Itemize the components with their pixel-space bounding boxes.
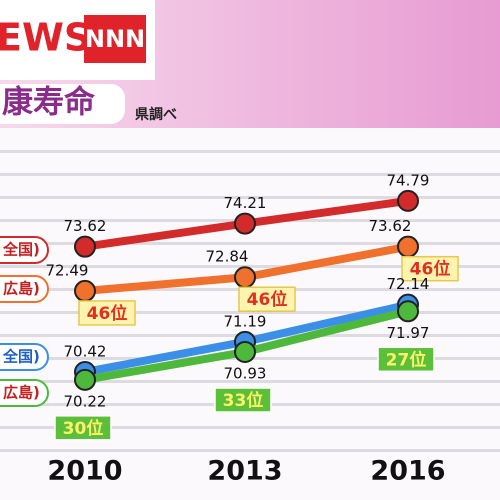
title-box [0, 84, 125, 124]
rank-label: 33位 [223, 390, 264, 411]
point [74, 235, 96, 258]
x-tick-label: 2010 [47, 456, 122, 487]
stripe [0, 242, 500, 245]
logo-mark: NNN [85, 25, 145, 53]
value-label: 70.42 [64, 342, 107, 360]
stripe [0, 380, 500, 383]
point [397, 189, 419, 212]
legend-box [0, 379, 49, 407]
stripe [0, 150, 500, 153]
rank-box [54, 415, 112, 441]
stripe [0, 311, 500, 314]
value-label: 72.14 [387, 275, 430, 293]
legend-label: 広島) [3, 280, 40, 298]
value-label: 70.22 [64, 392, 107, 410]
legend-label: 全国) [2, 348, 40, 366]
rank-label: 46位 [247, 289, 288, 310]
x-tick-label: 2016 [370, 456, 445, 487]
rank-box [78, 300, 136, 326]
stripe [0, 196, 500, 199]
value-label: 73.62 [64, 217, 107, 235]
rank-label: 30位 [63, 418, 104, 439]
brand: EWS [0, 16, 91, 60]
stripe [0, 426, 500, 429]
legend-label: 広島) [3, 384, 40, 402]
rank-box [214, 387, 272, 413]
source: 県調べ [135, 106, 177, 123]
legend-box [0, 343, 49, 371]
rank-box [377, 346, 435, 373]
value-label: 70.93 [224, 365, 267, 383]
logo-mark-box [84, 15, 146, 63]
value-label: 71.97 [387, 324, 430, 342]
point [397, 300, 419, 323]
rank-box [238, 286, 296, 312]
value-label: 73.62 [369, 217, 412, 235]
stripe [0, 449, 500, 452]
chart-title: 康寿命 [2, 85, 96, 121]
point [74, 279, 96, 302]
x-tick-label: 2013 [207, 456, 282, 487]
value-label: 71.19 [224, 312, 267, 330]
rank-label: 46位 [87, 303, 128, 324]
rank-label: 27位 [386, 349, 427, 370]
point [234, 266, 256, 289]
legend-box [0, 275, 49, 303]
rank-label: 46位 [410, 259, 451, 280]
point [234, 212, 256, 235]
point [234, 341, 256, 364]
stripe [0, 265, 500, 268]
legend-label: 全国) [2, 241, 40, 259]
value-label: 72.84 [206, 248, 249, 266]
legend-box [0, 236, 49, 264]
rank-box [401, 255, 459, 282]
stripe [0, 173, 500, 176]
point [74, 368, 96, 391]
value-label: 74.21 [224, 194, 267, 212]
value-label: 74.79 [387, 171, 430, 189]
plot: 2010 2013 2016 全国) 73.62 74.21 74.79 広島) 72.49 46… [0, 171, 459, 487]
point [397, 235, 419, 258]
value-label: 72.49 [46, 261, 89, 279]
